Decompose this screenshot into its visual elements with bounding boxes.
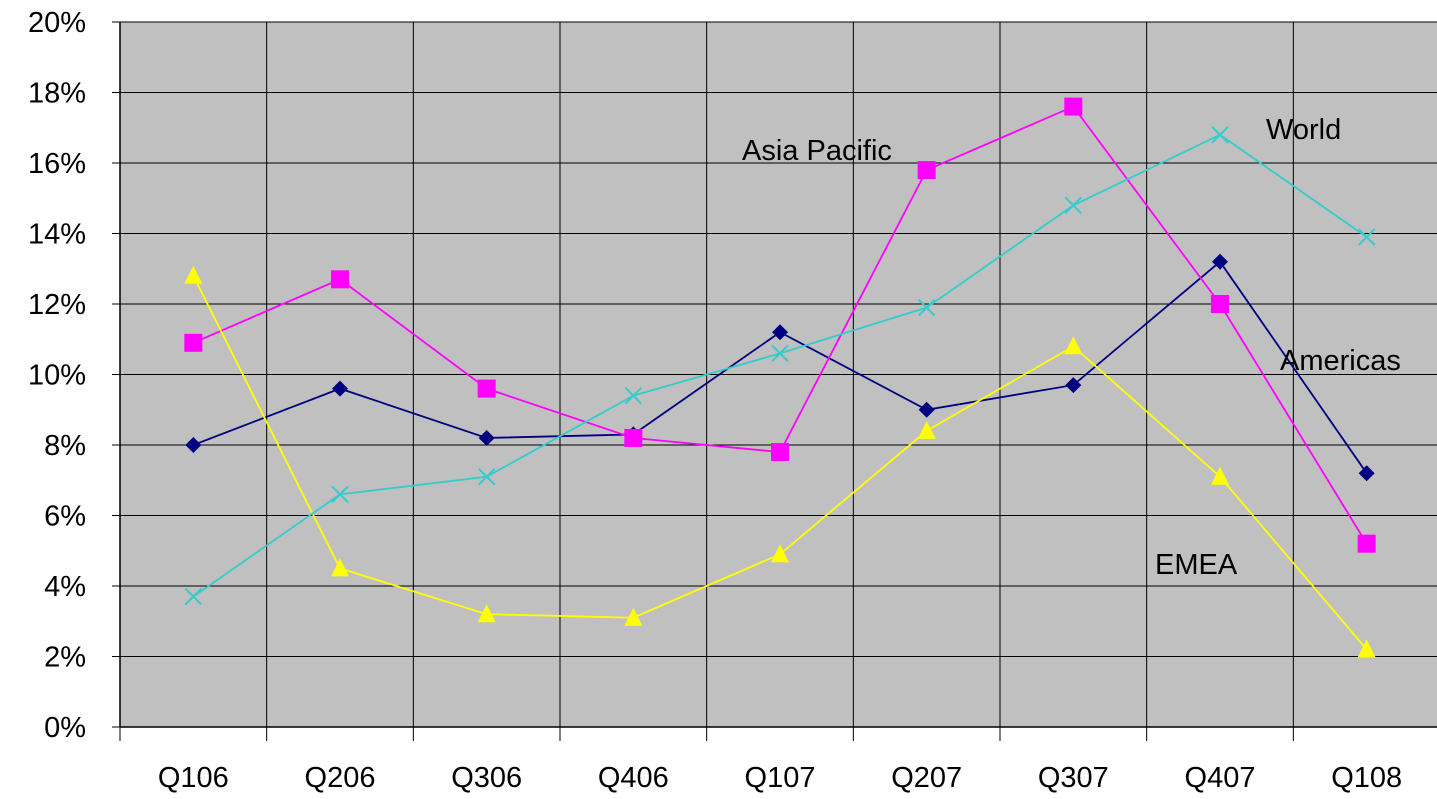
series-annotations: Asia Pacific World Americas EMEA (742, 114, 1401, 581)
data-point-asia-pacific (184, 333, 203, 352)
data-point-emea (1064, 336, 1083, 355)
x-marker-stroke (917, 298, 936, 317)
data-point-emea (331, 558, 349, 577)
data-point-world (477, 468, 496, 486)
data-point-world (917, 298, 936, 317)
y-tick-label: 18% (28, 78, 86, 110)
series-asia-pacific (184, 97, 1376, 553)
gridlines (120, 21, 1437, 728)
data-point-americas (1358, 465, 1375, 482)
x-tick-label: Q306 (451, 762, 522, 794)
data-point-americas (918, 401, 935, 418)
y-tick-label: 10% (28, 360, 86, 392)
y-axis-ticks: 0% 2% 4% 6% 8% 10% 12% 14% 16% 18% 20% (28, 7, 120, 744)
y-tick-label: 12% (28, 289, 86, 321)
series-emea (184, 265, 1376, 658)
data-point-world (1211, 126, 1229, 144)
annotation-emea: EMEA (1155, 549, 1238, 581)
data-point-asia-pacific (331, 270, 349, 289)
series-world (184, 126, 1376, 606)
data-point-asia-pacific (771, 443, 789, 462)
y-tick-label: 4% (44, 571, 86, 603)
data-point-asia-pacific (1357, 534, 1376, 553)
data-point-asia-pacific (477, 379, 496, 398)
data-point-americas (772, 324, 788, 341)
y-tick-label: 16% (28, 148, 86, 180)
x-tick-label: Q407 (1185, 762, 1256, 794)
y-tick-label: 14% (28, 219, 86, 251)
x-tick-label: Q406 (598, 762, 669, 794)
data-point-americas (185, 437, 202, 453)
data-point-asia-pacific (917, 161, 936, 180)
data-point-world (184, 587, 203, 606)
data-point-world (624, 386, 643, 405)
x-marker-stroke (1064, 196, 1083, 215)
series-americas (185, 253, 1375, 482)
x-marker-stroke (771, 344, 789, 363)
data-point-emea (771, 544, 789, 563)
x-marker-stroke (477, 468, 496, 486)
data-point-emea (1357, 639, 1376, 658)
y-tick-label: 20% (28, 7, 86, 39)
data-point-world (331, 485, 349, 504)
data-point-asia-pacific (1064, 97, 1083, 116)
annotation-americas: Americas (1280, 345, 1401, 377)
y-tick-label: 6% (44, 501, 86, 533)
annotation-asia-pacific: Asia Pacific (742, 135, 892, 167)
y-tick-label: 8% (44, 430, 86, 462)
data-point-emea (184, 265, 203, 284)
x-marker-stroke (624, 386, 643, 405)
x-tick-label: Q107 (745, 762, 816, 794)
x-tick-label: Q106 (158, 762, 229, 794)
annotation-world: World (1266, 114, 1341, 146)
series-layer (184, 97, 1376, 658)
data-point-world (771, 344, 789, 363)
data-point-world (1064, 196, 1083, 215)
data-point-world (1357, 228, 1376, 246)
x-marker-stroke (184, 587, 203, 606)
data-point-americas (332, 380, 348, 397)
x-marker-stroke (331, 485, 349, 504)
data-point-americas (1212, 253, 1228, 270)
data-point-emea (477, 604, 496, 623)
data-point-asia-pacific (1211, 295, 1229, 313)
x-tick-label: Q207 (891, 762, 962, 794)
data-point-emea (624, 607, 643, 626)
x-tick-label: Q108 (1331, 762, 1402, 794)
x-tick-label: Q307 (1038, 762, 1109, 794)
y-tick-label: 2% (44, 642, 86, 674)
x-tick-label: Q206 (305, 762, 376, 794)
x-marker-stroke (1211, 126, 1229, 144)
x-marker-stroke (1357, 228, 1376, 246)
data-point-emea (917, 420, 936, 439)
x-axis-ticks: Q106 Q206 Q306 Q406 Q107 Q207 Q307 Q407 Q108 (119, 727, 1402, 794)
data-point-emea (1211, 466, 1229, 485)
data-point-americas (1065, 377, 1082, 394)
data-point-asia-pacific (624, 428, 643, 447)
data-point-americas (478, 429, 495, 446)
y-tick-label: 0% (44, 712, 86, 744)
